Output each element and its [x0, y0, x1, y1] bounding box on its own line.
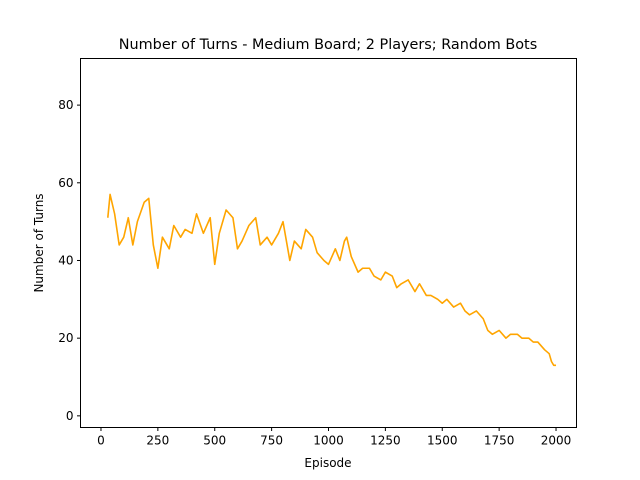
x-tick-label: 0 [97, 434, 105, 448]
x-axis-ticks: 0 250 500 750 1000 1250 1500 1750 2000 [97, 427, 572, 448]
y-tick-label: 20 [58, 331, 73, 345]
x-axis-label: Episode [304, 456, 351, 470]
chart-title: Number of Turns - Medium Board; 2 Player… [119, 37, 537, 53]
x-tick-label: 250 [146, 434, 169, 448]
x-tick-label: 500 [203, 434, 226, 448]
axes-frame [80, 58, 577, 428]
x-tick-label: 1750 [484, 434, 515, 448]
y-axis-ticks: 0 20 40 60 80 [58, 98, 81, 423]
y-tick-label: 0 [66, 409, 74, 423]
y-tick-label: 40 [58, 253, 73, 267]
x-tick-label: 1500 [427, 434, 458, 448]
x-tick-label: 2000 [541, 434, 572, 448]
series-moving-average [107, 193, 557, 367]
y-axis-label: Number of Turns [32, 193, 46, 292]
x-tick-label: 1250 [370, 434, 401, 448]
x-tick-label: 1000 [313, 434, 344, 448]
y-tick-label: 60 [58, 176, 73, 190]
y-tick-label: 80 [58, 98, 73, 112]
moving-average-line [107, 193, 557, 367]
x-tick-label: 750 [260, 434, 283, 448]
plot-area [107, 193, 557, 367]
